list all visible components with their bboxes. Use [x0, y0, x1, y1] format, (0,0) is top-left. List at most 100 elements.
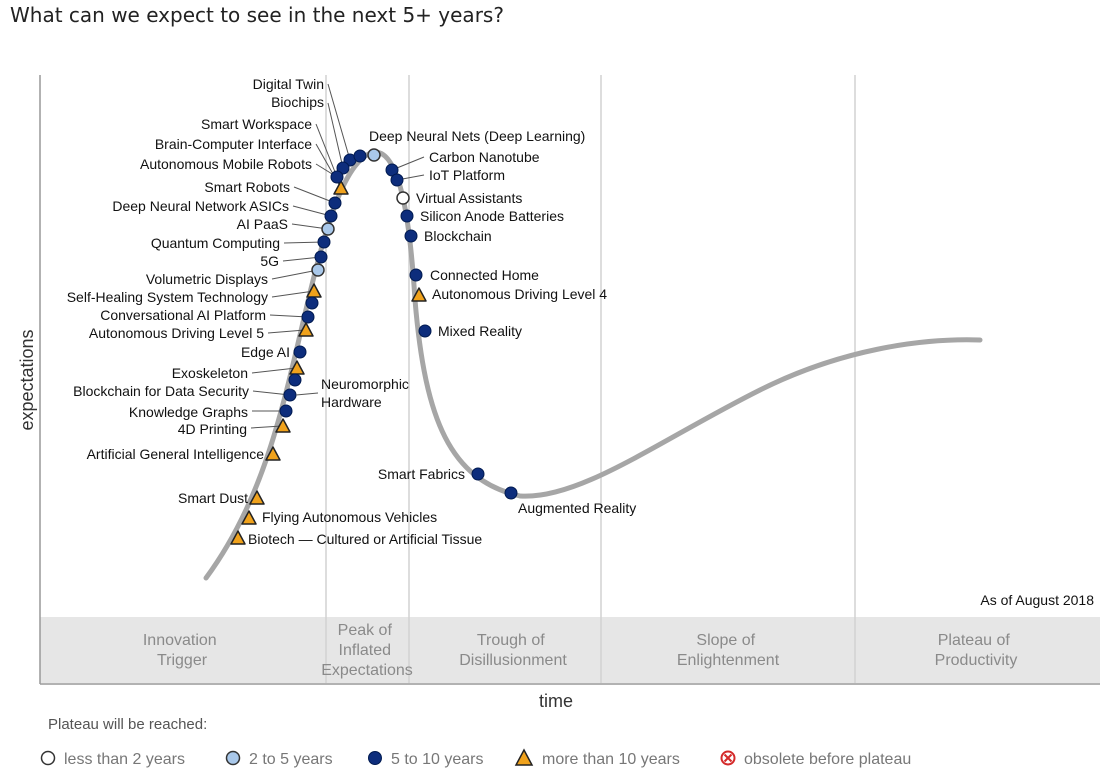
tech-label: Smart Robots	[204, 179, 290, 195]
legend-title: Plateau will be reached:	[48, 716, 207, 733]
leader-line	[315, 123, 338, 178]
phase-plateau: Plateau of Productivity	[935, 632, 1018, 669]
marker-more-than-10	[249, 490, 265, 505]
tech-label: Digital Twin	[253, 76, 324, 92]
legend-item-less-than-2: less than 2 years	[40, 750, 185, 768]
tech-blockchain: Blockchain	[404, 228, 492, 244]
tech-label: 4D Printing	[178, 421, 247, 437]
tech-label: Quantum Computing	[151, 235, 280, 251]
tech-label: Mixed Reality	[438, 323, 522, 339]
phase-trough: Trough of Disillusionment	[459, 632, 567, 669]
tech-label: Carbon Nanotube	[429, 149, 540, 165]
tech-label: Exoskeleton	[172, 365, 248, 381]
legend-item-obsolete: obsolete before plateau	[720, 750, 911, 768]
tech-label: Biotech — Cultured or Artificial Tissue	[248, 531, 482, 547]
svg-text:2 to 5 years: 2 to 5 years	[249, 751, 333, 768]
tech-dnn-asics: Deep Neural Network ASICs	[112, 198, 338, 223]
tech-label: Volumetric Displays	[146, 271, 268, 287]
tech-autonomous-driving-l5: Autonomous Driving Level 5	[89, 322, 314, 341]
marker-5-to-10	[390, 173, 404, 187]
tech-4d-printing: 4D Printing	[178, 418, 291, 437]
phase-peak: Peak of Inflated Expectations	[321, 622, 413, 679]
tech-neuromorphic: Neuromorphic Hardware	[295, 376, 409, 410]
marker-2-to-5	[321, 222, 335, 236]
marker-5-to-10	[305, 296, 319, 310]
leader-line	[283, 241, 325, 244]
marker-5-to-10	[283, 388, 297, 402]
marker-5-to-10	[409, 268, 423, 282]
leader-line	[250, 425, 283, 429]
marker-5-to-10	[301, 310, 315, 324]
marker-5-to-10	[314, 250, 328, 264]
marker-5-to-10	[400, 209, 414, 223]
marker-5-to-10	[404, 229, 418, 243]
tech-label: Autonomous Mobile Robots	[140, 156, 312, 172]
marker-5-to-10	[418, 324, 432, 338]
tech-brain-computer-interface: Brain-Computer Interface	[155, 136, 349, 195]
tech-virtual-assistants: Virtual Assistants	[396, 190, 522, 206]
leader-line	[295, 392, 319, 396]
marker-2-to-5	[367, 148, 381, 162]
phase-dividers	[325, 75, 856, 683]
phase-band	[40, 617, 1100, 683]
tech-mixed-reality: Mixed Reality	[418, 323, 522, 339]
as-of-note: As of August 2018	[980, 592, 1094, 608]
leader-line	[327, 102, 344, 169]
tech-label: Autonomous Driving Level 5	[89, 325, 264, 341]
tech-smart-robots: Smart Robots	[204, 179, 342, 210]
tech-label: Biochips	[271, 94, 324, 110]
tech-label: Knowledge Graphs	[129, 404, 248, 420]
tech-iot-platform: IoT Platform	[390, 167, 505, 187]
legend-marker-open-circle	[40, 750, 56, 766]
marker-more-than-10	[230, 530, 246, 545]
tech-label: Flying Autonomous Vehicles	[262, 509, 437, 525]
tech-autonomous-driving-l4: Autonomous Driving Level 4	[411, 286, 607, 302]
leader-line	[293, 186, 336, 204]
phase-slope: Slope of Enlightenment	[677, 632, 780, 669]
tech-knowledge-graphs: Knowledge Graphs	[129, 404, 293, 420]
tech-connected-home: Connected Home	[409, 267, 539, 283]
marker-5-to-10	[324, 209, 338, 223]
tech-smart-workspace: Smart Workspace	[201, 116, 367, 178]
marker-2-to-5	[311, 263, 325, 277]
legend-marker-light-circle	[225, 750, 241, 766]
tech-carbon-nanotube: Carbon Nanotube	[385, 149, 540, 177]
tech-agi: Artificial General Intelligence	[87, 446, 281, 462]
tech-label: Silicon Anode Batteries	[420, 208, 564, 224]
tech-label: Edge AI	[241, 344, 290, 360]
marker-more-than-10	[333, 180, 349, 195]
leader-line	[267, 329, 306, 334]
tech-augmented-reality: Augmented Reality	[504, 486, 636, 516]
tech-label: Connected Home	[430, 267, 539, 283]
tech-label: Deep Neural Nets (Deep Learning)	[369, 128, 585, 144]
phase-innovation-trigger: Innovation Trigger	[143, 632, 221, 669]
tech-label: Virtual Assistants	[416, 190, 522, 206]
tech-self-healing: Self-Healing System Technology	[67, 283, 322, 310]
tech-label: Blockchain for Data Security	[73, 383, 249, 399]
leader-line	[327, 83, 351, 161]
tech-label: Smart Workspace	[201, 116, 312, 132]
marker-less-than-2	[396, 191, 410, 205]
tech-label: Neuromorphic Hardware	[321, 376, 409, 410]
legend: Plateau will be reached: less than 2 yea…	[40, 716, 911, 768]
leader-line	[251, 367, 297, 374]
legend-item-2-to-5: 2 to 5 years	[225, 750, 333, 768]
marker-5-to-10	[288, 373, 302, 387]
tech-label: Deep Neural Network ASICs	[112, 198, 289, 214]
tech-blockchain-data-security: Blockchain for Data Security	[73, 383, 297, 402]
tech-label: AI PaaS	[237, 216, 288, 232]
tech-exoskeleton: Exoskeleton	[172, 360, 305, 387]
y-axis-title: expectations	[17, 329, 37, 430]
tech-silicon-anode-batteries: Silicon Anode Batteries	[400, 208, 564, 224]
tech-biotech-tissue: Biotech — Cultured or Artificial Tissue	[230, 530, 482, 547]
tech-edge-ai: Edge AI	[241, 344, 307, 360]
page-question: What can we expect to see in the next 5+…	[10, 3, 504, 27]
tech-5g: 5G	[260, 250, 328, 269]
tech-conversational-ai: Conversational AI Platform	[100, 307, 315, 324]
tech-label: Self-Healing System Technology	[67, 289, 268, 305]
marker-5-to-10	[293, 345, 307, 359]
marker-5-to-10	[336, 161, 350, 175]
tech-autonomous-mobile-robots: Autonomous Mobile Robots	[140, 156, 344, 184]
legend-item-more-than-10: more than 10 years	[514, 748, 680, 768]
tech-label: Blockchain	[424, 228, 492, 244]
